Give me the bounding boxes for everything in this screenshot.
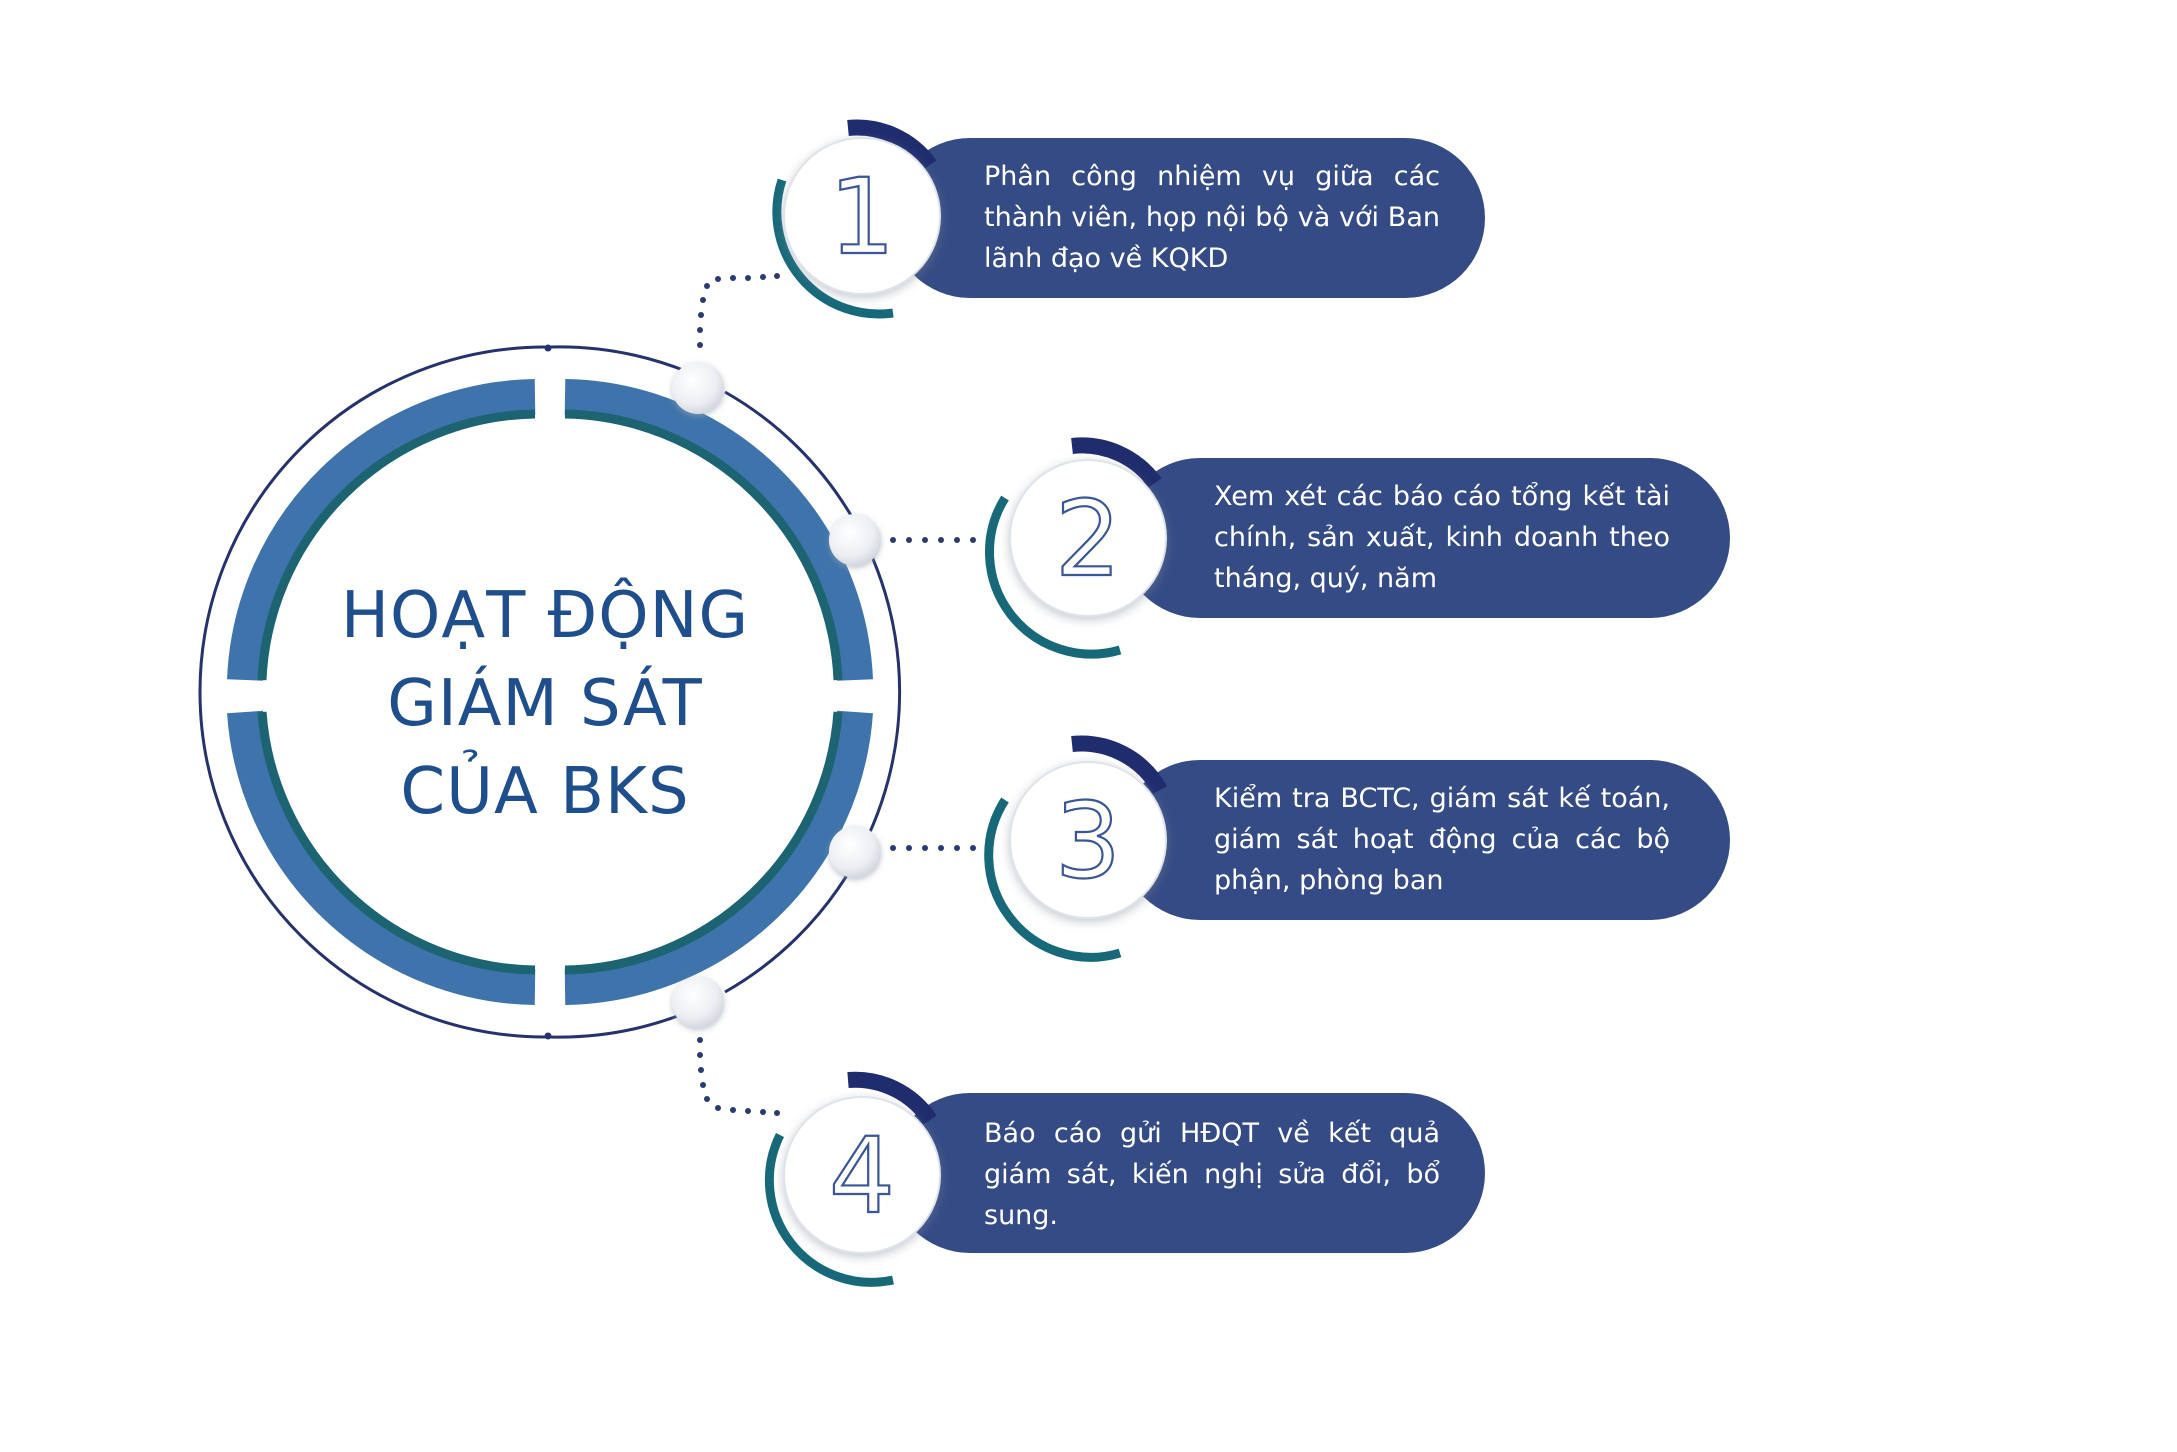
svg-text:2: 2 — [1055, 478, 1121, 600]
step-4-text: Báo cáo gửi HĐQT về kết quả giám sát, ki… — [984, 1118, 1440, 1231]
svg-text:4: 4 — [829, 1115, 895, 1237]
step-2-arc-teal — [984, 495, 1122, 659]
connector-balls — [672, 362, 881, 1028]
step-3-text: Kiểm tra BCTC, giám sát kế toán, giám sá… — [1214, 783, 1670, 896]
step-4-circle — [783, 1096, 941, 1254]
step-2-badge — [984, 437, 1730, 659]
svg-text:3: 3 — [1055, 780, 1121, 902]
step-2-circle — [1009, 459, 1167, 617]
step-4-arc-navy — [847, 1071, 937, 1125]
step-2-text: Xem xét các báo cáo tổng kết tài chính, … — [1214, 481, 1670, 594]
step-2-pill — [1120, 458, 1730, 618]
step-2-number: 2 — [1013, 463, 1163, 613]
step-1-number: 1 — [787, 141, 937, 291]
connector-lines — [697, 273, 976, 1116]
step-3-arc-navy — [1071, 735, 1167, 795]
center-title: HOẠT ĐỘNG GIÁM SÁT CỦA BKS — [300, 572, 790, 836]
step-1-arc-teal — [772, 178, 894, 319]
center-title-line-2: GIÁM SÁT — [387, 667, 703, 741]
step-4-number: 4 — [787, 1100, 937, 1250]
center-title-line-1: HOẠT ĐỘNG — [340, 579, 750, 653]
step-3-badge — [984, 735, 1730, 962]
step-4-pill — [890, 1093, 1485, 1253]
step-3-pill — [1120, 760, 1730, 920]
inner-teal-ring — [257, 409, 843, 975]
step-4-arc-teal — [764, 1133, 894, 1287]
step-2-arc-navy — [1071, 437, 1162, 488]
center-title-line-3: CỦA BKS — [400, 755, 690, 829]
step-4-badge — [764, 1071, 1485, 1287]
thick-blue-ring — [227, 379, 873, 1005]
outer-thin-ring — [198, 344, 902, 1040]
step-1-text: Phân công nhiệm vụ giữa các thành viên, … — [984, 161, 1440, 274]
step-3-arc-teal — [984, 797, 1122, 962]
step-1-circle — [783, 137, 941, 295]
step-3-circle — [1009, 761, 1167, 919]
step-1-badge — [772, 119, 1485, 319]
step-1-pill — [890, 138, 1485, 298]
step-3-number: 3 — [1013, 765, 1163, 915]
step-1-arc-navy — [847, 119, 937, 170]
svg-text:1: 1 — [829, 156, 895, 278]
